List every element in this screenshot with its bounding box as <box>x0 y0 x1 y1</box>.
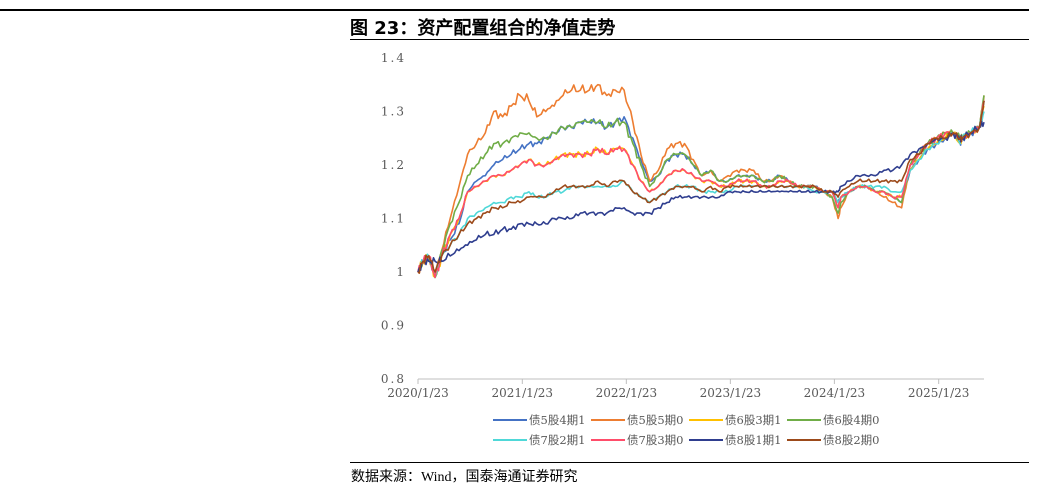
x-tick-label: 2021/1/23 <box>492 386 554 400</box>
x-tick-label: 2025/1/23 <box>908 386 970 400</box>
source-rule <box>350 462 1029 463</box>
legend-label: 债6股4期0 <box>823 413 879 427</box>
y-tick-label: 1.1 <box>381 212 406 226</box>
y-tick-label: 1.2 <box>381 158 406 172</box>
y-tick-label: 1 <box>396 265 406 279</box>
legend-label: 债8股2期0 <box>823 433 879 447</box>
legend-label: 债5股5期0 <box>627 413 683 427</box>
x-tick-label: 2023/1/23 <box>700 386 762 400</box>
x-tick-label: 2024/1/23 <box>804 386 866 400</box>
data-source: 数据来源：Wind，国泰海通证券研究 <box>351 470 578 485</box>
series-line-5 <box>417 111 985 279</box>
figure-title: 图 23：资产配置组合的净值走势 <box>350 18 616 39</box>
series-line-8 <box>417 100 985 274</box>
y-tick-label: 1.3 <box>381 105 406 119</box>
x-tick-label: 2020/1/23 <box>387 386 449 400</box>
top-rule <box>0 9 1029 11</box>
y-tick-label: 1.4 <box>381 51 406 65</box>
legend-label: 债7股3期0 <box>627 433 683 447</box>
y-tick-label: 0.8 <box>381 372 406 386</box>
legend-label: 债5股4期1 <box>529 413 585 427</box>
legend-label: 债8股1期1 <box>725 433 781 447</box>
legend-label: 债6股3期1 <box>725 413 781 427</box>
series-line-4 <box>417 95 985 279</box>
series-line-7 <box>417 120 985 273</box>
y-tick-label: 0.9 <box>381 319 406 333</box>
legend-label: 债7股2期1 <box>529 433 585 447</box>
line-chart: 0.8 0.9 1 1.1 1.2 1.3 1.4 2020/1/23 2021/1/23 202… <box>381 51 985 447</box>
series-line-1 <box>417 100 985 279</box>
figure-title-bar: 图 23：资产配置组合的净值走势 <box>350 13 1029 40</box>
series-line-6 <box>417 100 985 279</box>
x-tick-label: 2022/1/23 <box>596 386 658 400</box>
